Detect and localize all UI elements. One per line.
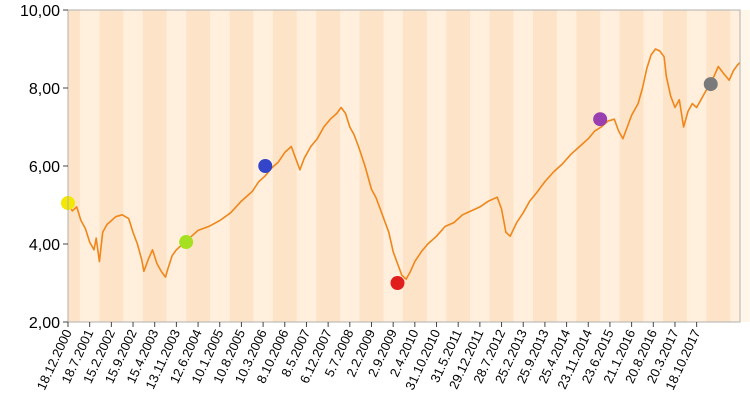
highlight-marker [258, 159, 273, 173]
stripe-band [383, 10, 403, 322]
series-layer [67, 48, 741, 280]
stripe-band [643, 10, 664, 322]
y-tick-label: 8,00 [29, 81, 60, 98]
y-tick-label: 6,00 [29, 159, 60, 176]
stripe-band [600, 10, 620, 322]
stripe-band [166, 10, 187, 322]
stripe-band [556, 10, 577, 322]
marker-layer [61, 77, 718, 290]
highlight-marker [703, 77, 718, 92]
y-axis: 2,00 4,00 6,00 8,00 10,00 [20, 3, 68, 332]
highlight-marker [593, 112, 608, 127]
stripe-band [79, 10, 100, 322]
series-line [67, 48, 741, 280]
stripe-band [426, 10, 447, 322]
plot-stripes [79, 10, 750, 322]
stripe-band [513, 10, 533, 322]
highlight-marker [179, 235, 194, 250]
stripe-band [209, 10, 230, 322]
highlight-marker [390, 276, 405, 290]
y-tick-label: 10,00 [20, 3, 60, 20]
stripe-band [340, 10, 360, 322]
stripe-band [296, 10, 317, 322]
x-axis: 18.12.200018.7.200115.2.200215.9.200215.… [34, 322, 703, 392]
y-tick-label: 4,00 [29, 237, 60, 254]
stripe-band [470, 10, 490, 322]
stripe-band [686, 10, 707, 322]
stripe-band [123, 10, 143, 322]
y-tick-label: 2,00 [29, 315, 60, 332]
